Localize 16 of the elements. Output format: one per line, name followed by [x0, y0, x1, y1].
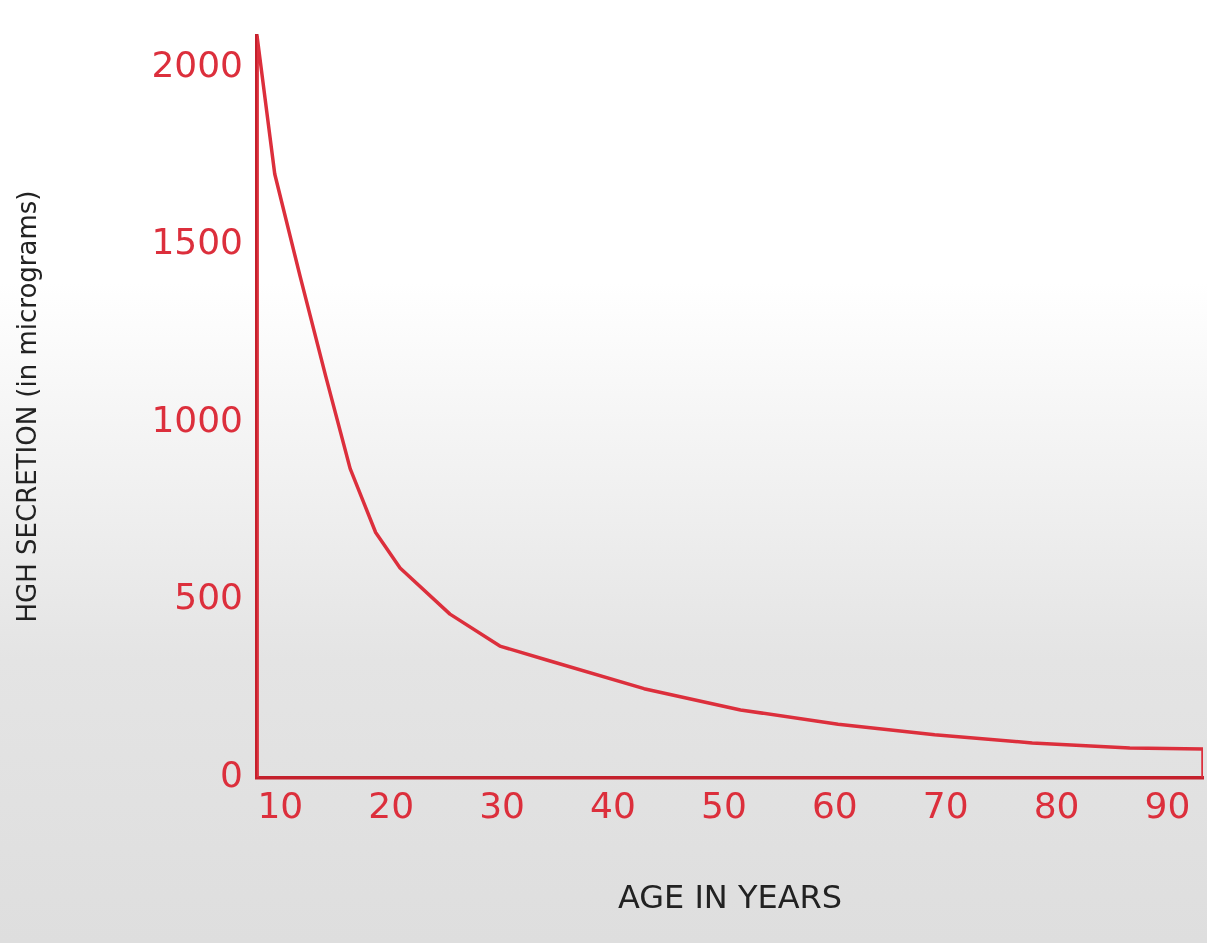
x-tick-label: 20 [368, 785, 415, 827]
x-tick-label: 90 [1144, 785, 1191, 827]
x-tick-label: 60 [811, 785, 858, 827]
x-axis-title: AGE IN YEARS [617, 878, 843, 917]
x-tick-label: 10 [257, 785, 304, 827]
x-tick-label: 80 [1033, 785, 1080, 827]
x-tick-label: 50 [700, 785, 747, 827]
y-axis-title: HGH SECRETION (in micrograms) [12, 190, 43, 623]
x-tick-label: 40 [590, 785, 636, 827]
y-tick-label: 1500 [151, 221, 243, 263]
x-tick-label: 30 [479, 785, 525, 827]
y-tick-label: 1000 [151, 398, 243, 440]
y-tick-label: 500 [174, 576, 243, 618]
x-tick-label: 70 [922, 785, 969, 827]
y-tick-label: 0 [220, 753, 243, 795]
y-tick-label: 2000 [151, 43, 243, 85]
